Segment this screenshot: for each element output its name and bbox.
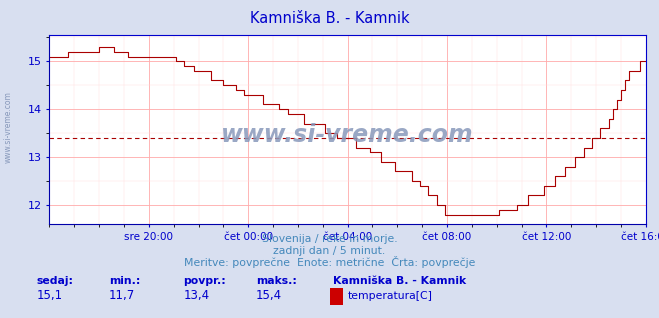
Text: temperatura[C]: temperatura[C] [348,291,433,301]
Text: 15,4: 15,4 [256,289,282,302]
Text: sedaj:: sedaj: [36,276,73,286]
Text: 15,1: 15,1 [36,289,63,302]
Text: Kamniška B. - Kamnik: Kamniška B. - Kamnik [250,11,409,26]
Text: www.si-vreme.com: www.si-vreme.com [221,123,474,147]
Text: www.si-vreme.com: www.si-vreme.com [4,91,13,163]
Text: zadnji dan / 5 minut.: zadnji dan / 5 minut. [273,246,386,256]
Text: Slovenija / reke in morje.: Slovenija / reke in morje. [262,234,397,244]
Text: Meritve: povprečne  Enote: metrične  Črta: povprečje: Meritve: povprečne Enote: metrične Črta:… [184,257,475,268]
Text: 13,4: 13,4 [183,289,210,302]
Text: min.:: min.: [109,276,140,286]
Text: maks.:: maks.: [256,276,297,286]
Text: Kamniška B. - Kamnik: Kamniška B. - Kamnik [333,276,466,286]
Text: povpr.:: povpr.: [183,276,226,286]
Text: 11,7: 11,7 [109,289,135,302]
